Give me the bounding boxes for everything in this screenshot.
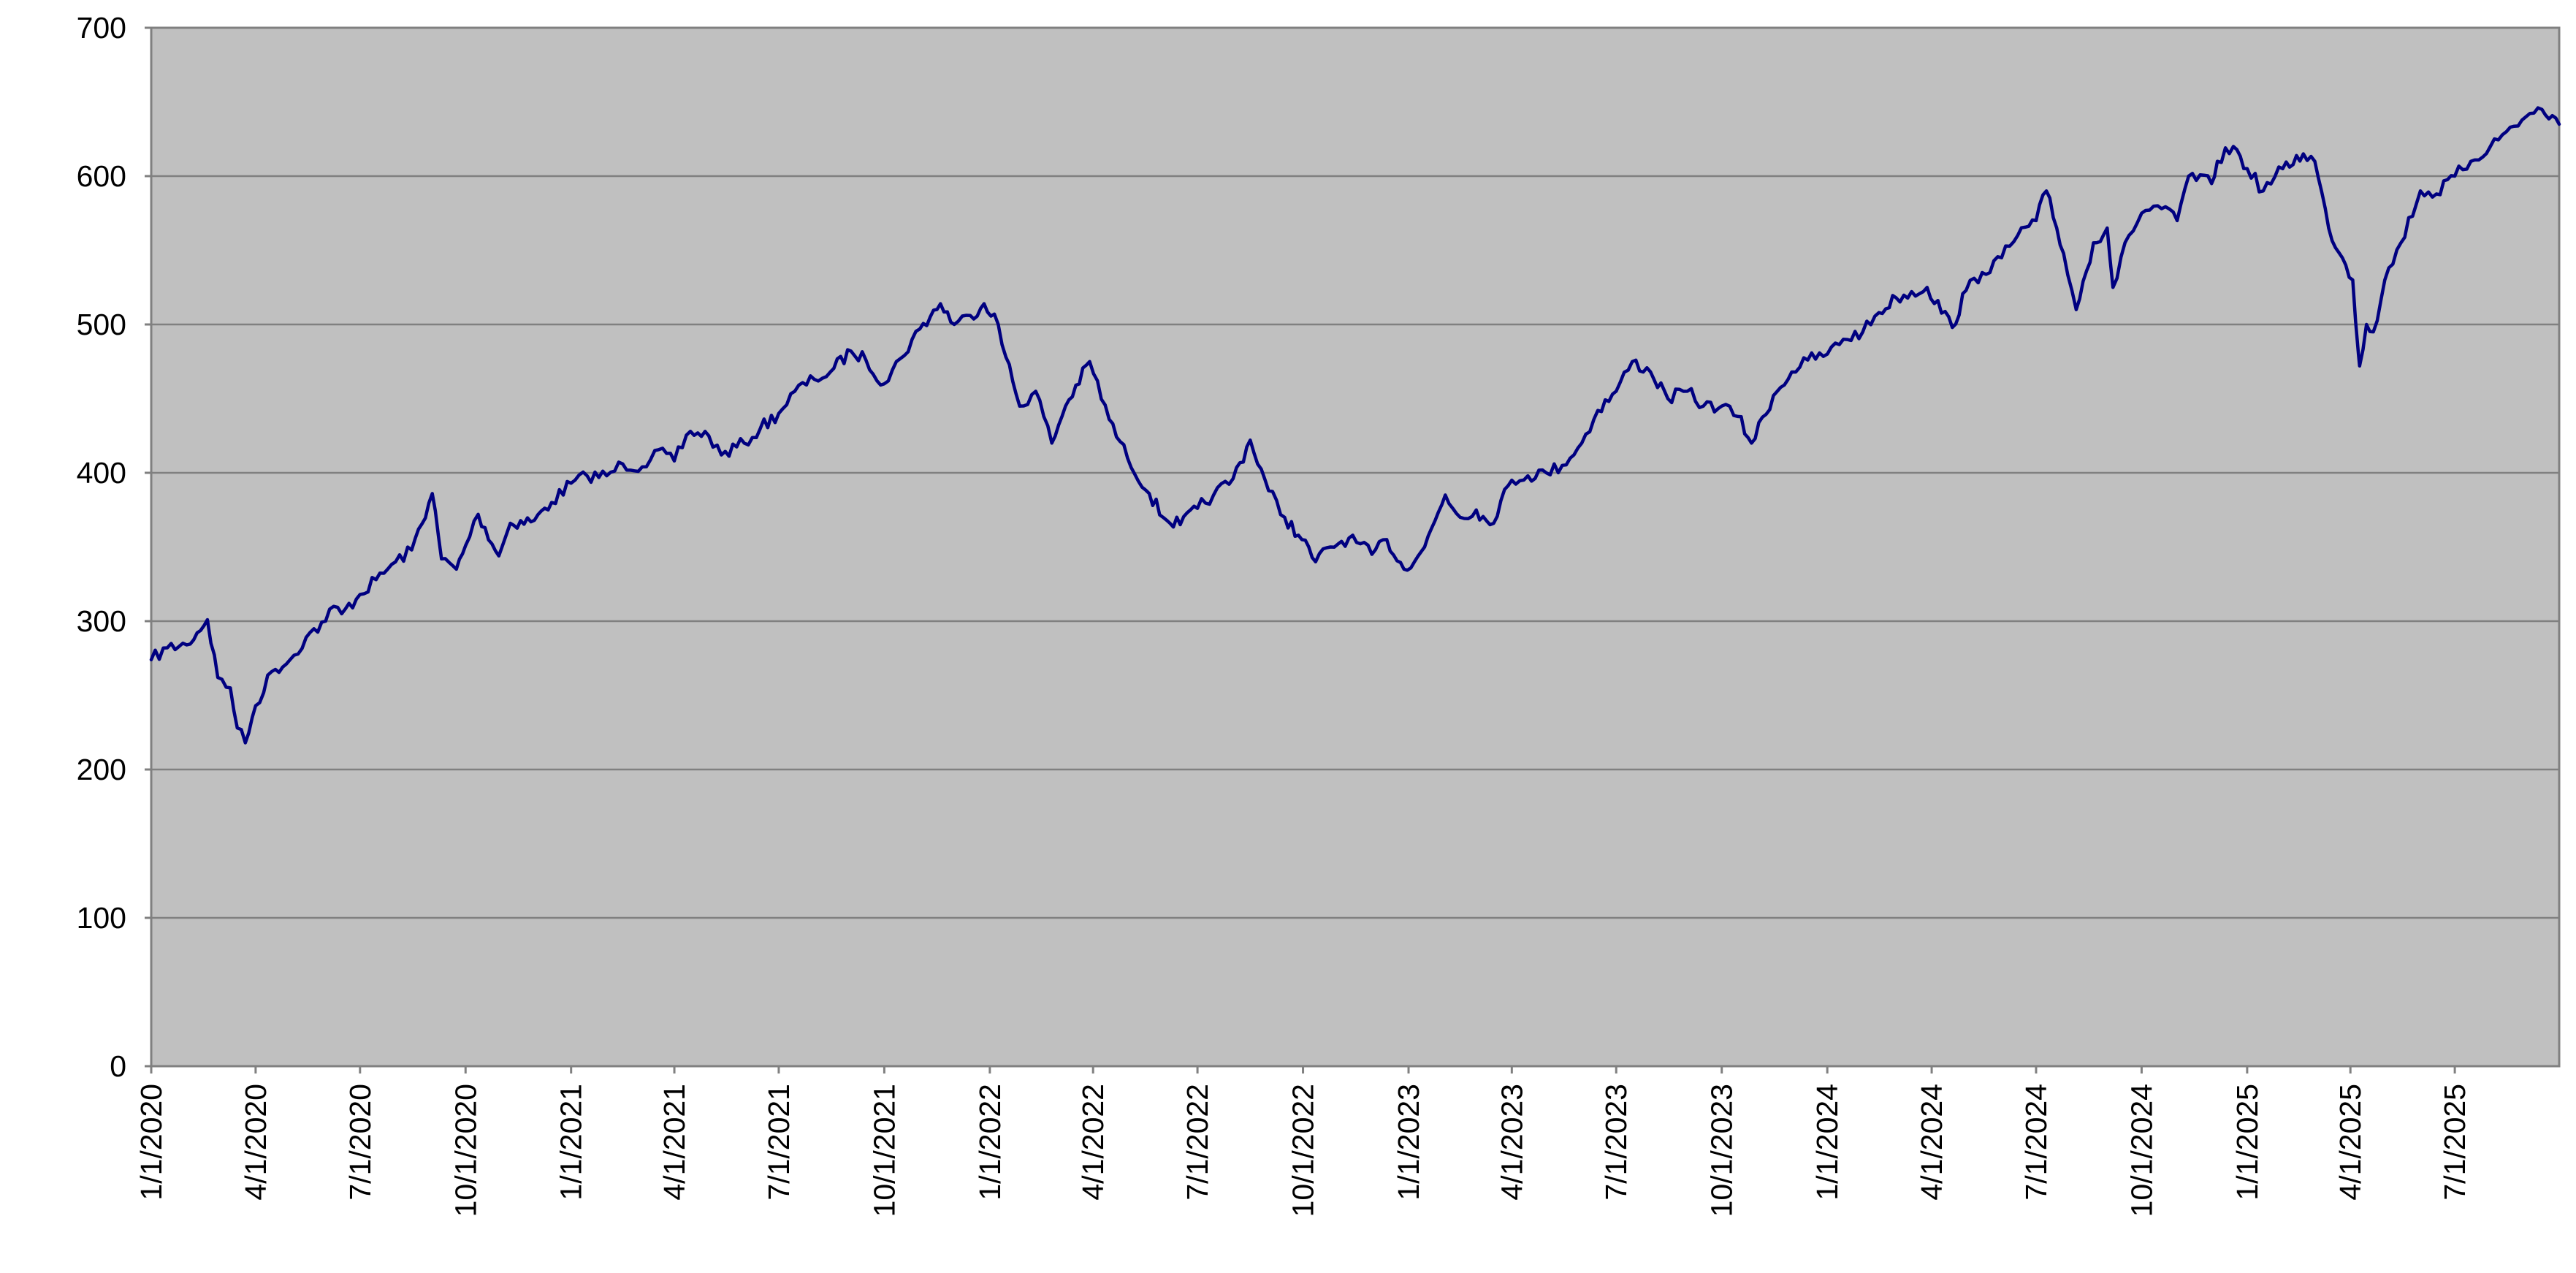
- x-tick-label: 1/1/2025: [2230, 1084, 2264, 1201]
- y-tick-label: 400: [77, 456, 126, 490]
- x-tick-label: 7/1/2022: [1181, 1084, 1214, 1201]
- series: [149, 106, 2561, 745]
- y-tick-label: 700: [77, 11, 126, 45]
- x-tick-label: 7/1/2024: [2019, 1084, 2053, 1201]
- y-tick-label: 0: [110, 1049, 126, 1083]
- x-tick-label: 10/1/2024: [2125, 1084, 2158, 1217]
- x-tick-label: 1/1/2021: [555, 1084, 588, 1201]
- series-line-0: [149, 106, 2561, 745]
- gridlines: [151, 175, 2559, 919]
- x-tick-label: 7/1/2020: [343, 1084, 377, 1201]
- plot-area: [150, 26, 2561, 1068]
- x-tick-label: 10/1/2023: [1705, 1084, 1739, 1217]
- y-tick-label: 500: [77, 308, 126, 341]
- x-tick-label: 4/1/2021: [658, 1084, 691, 1201]
- x-tick-label: 4/1/2023: [1495, 1084, 1528, 1201]
- y-axis-tick-labels: 0 100 200 300 400 500 600 700: [77, 11, 126, 1083]
- x-tick-label: 1/1/2020: [134, 1084, 168, 1201]
- y-tick-label: 200: [77, 753, 126, 786]
- x-tick-label: 1/1/2023: [1392, 1084, 1425, 1201]
- y-tick-label: 100: [77, 901, 126, 935]
- x-tick-label: 4/1/2024: [1915, 1084, 1948, 1201]
- y-tick-label: 600: [77, 159, 126, 193]
- x-axis-tick-labels: 1/1/2020 4/1/2020 7/1/2020 10/1/2020 1/1/202…: [134, 1084, 2472, 1217]
- axes: [145, 26, 2559, 1074]
- x-tick-label: 4/1/2020: [239, 1084, 273, 1201]
- x-tick-label: 4/1/2022: [1076, 1084, 1110, 1201]
- x-tick-label: 7/1/2025: [2438, 1084, 2472, 1201]
- x-tick-label: 1/1/2024: [1810, 1084, 1844, 1201]
- x-tick-label: 4/1/2025: [2333, 1084, 2367, 1201]
- x-tick-label: 10/1/2021: [867, 1084, 901, 1217]
- y-tick-label: 300: [77, 604, 126, 638]
- x-tick-label: 10/1/2022: [1287, 1084, 1320, 1217]
- x-tick-label: 1/1/2022: [973, 1084, 1007, 1201]
- x-tick-label: 7/1/2021: [762, 1084, 796, 1201]
- x-tick-label: 10/1/2020: [449, 1084, 482, 1217]
- x-tick-label: 7/1/2023: [1599, 1084, 1633, 1201]
